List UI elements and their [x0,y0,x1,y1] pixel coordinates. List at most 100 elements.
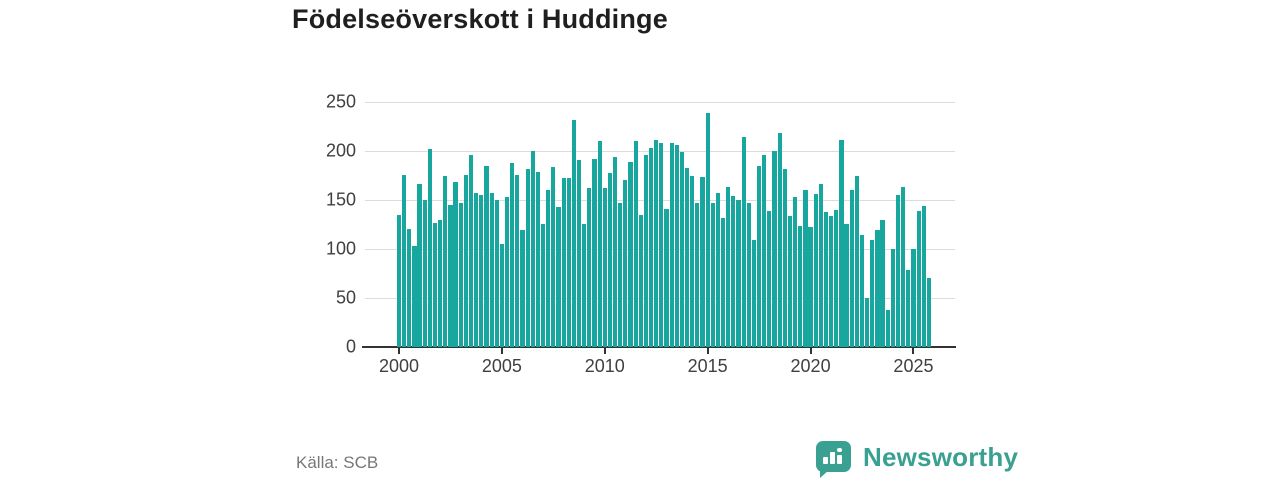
plot-area: 0 50 100 150 200 250 2000 2005 2010 2015 2020 2025 [326,92,956,376]
bar [468,154,474,347]
bar [911,249,916,347]
bar [633,141,638,347]
x-axis-tick-mark [706,347,709,354]
bar [818,184,823,347]
bar [865,298,870,347]
y-axis-tick-label: 50 [335,287,356,308]
bar [427,149,432,347]
x-axis-tick-label: 2005 [481,356,522,376]
x-axis-tick-label: 2025 [893,356,934,376]
newsworthy-wordmark: Newsworthy [863,442,1019,472]
bar [432,222,438,347]
x-axis-tick-mark [500,347,503,354]
bar [535,171,540,347]
bar [669,143,674,347]
bar [690,176,695,347]
speech-bubble-tail [820,470,829,478]
bar [849,190,854,347]
chart-title: Födelseöverskott i Huddinge [292,4,668,34]
bar [417,184,422,347]
bar [530,151,535,347]
bar [396,214,402,347]
bar [793,197,798,347]
bar [906,269,911,347]
bar [674,145,679,347]
bar [515,174,520,347]
bar [895,195,901,347]
bar [494,200,499,347]
x-axis-tick-mark [398,347,400,354]
bar [829,215,834,347]
bar [597,141,602,347]
bar [561,178,566,347]
bar [890,249,895,347]
x-axis-tick-label: 2015 [687,356,728,376]
bar [474,193,479,347]
bar [813,194,818,347]
bar [402,174,407,347]
x-axis-line [362,346,956,348]
bar [664,208,669,347]
bar [525,168,530,347]
bar [782,168,787,347]
bar [736,200,741,347]
bar [556,206,561,347]
bar [463,174,468,347]
bar [407,229,412,347]
bar [757,165,762,347]
newsworthy-logo-icon [816,441,851,478]
x-axis-tick-label: 2000 [378,356,420,376]
bar [510,162,515,347]
x-axis-tick-label: 2010 [584,356,625,376]
bar [880,219,885,347]
bar [844,223,849,347]
bar [612,156,618,347]
bar [823,211,829,347]
bar [448,204,453,347]
bar [875,230,880,347]
bar [679,151,685,347]
chart-bars-icon [823,457,828,464]
bar [628,161,633,347]
bar [695,202,700,347]
bar [540,223,546,347]
bar [520,230,525,347]
bar [412,246,417,347]
bar [484,165,489,347]
bar [731,196,736,347]
newsworthy-logo[interactable]: Newsworthy [816,441,1019,478]
bar [592,158,597,347]
bar [566,178,571,347]
chart-bars-icon [830,452,835,464]
bar [587,188,592,347]
bar [751,240,757,347]
bar [443,175,448,347]
y-axis-tick-label: 200 [325,140,356,161]
bar [607,172,613,347]
bar [870,240,875,347]
bar [772,151,777,347]
bar [921,205,926,347]
bar [839,140,844,347]
gridline [365,102,955,103]
bar [623,180,628,347]
bar [489,193,494,347]
x-axis-tick-mark [912,347,915,354]
bar [916,210,921,347]
bar [721,217,726,347]
bar [684,167,690,347]
bar [546,190,551,347]
bar [798,226,803,347]
bar [582,223,587,347]
bar [803,190,808,347]
bar [834,209,839,347]
bar [576,159,582,347]
bar [808,227,813,347]
x-axis-tick-mark [809,347,812,354]
chart-dot-icon [837,447,842,452]
bar [767,210,772,347]
bar [705,112,710,347]
bar [618,202,623,347]
bar [422,200,427,347]
